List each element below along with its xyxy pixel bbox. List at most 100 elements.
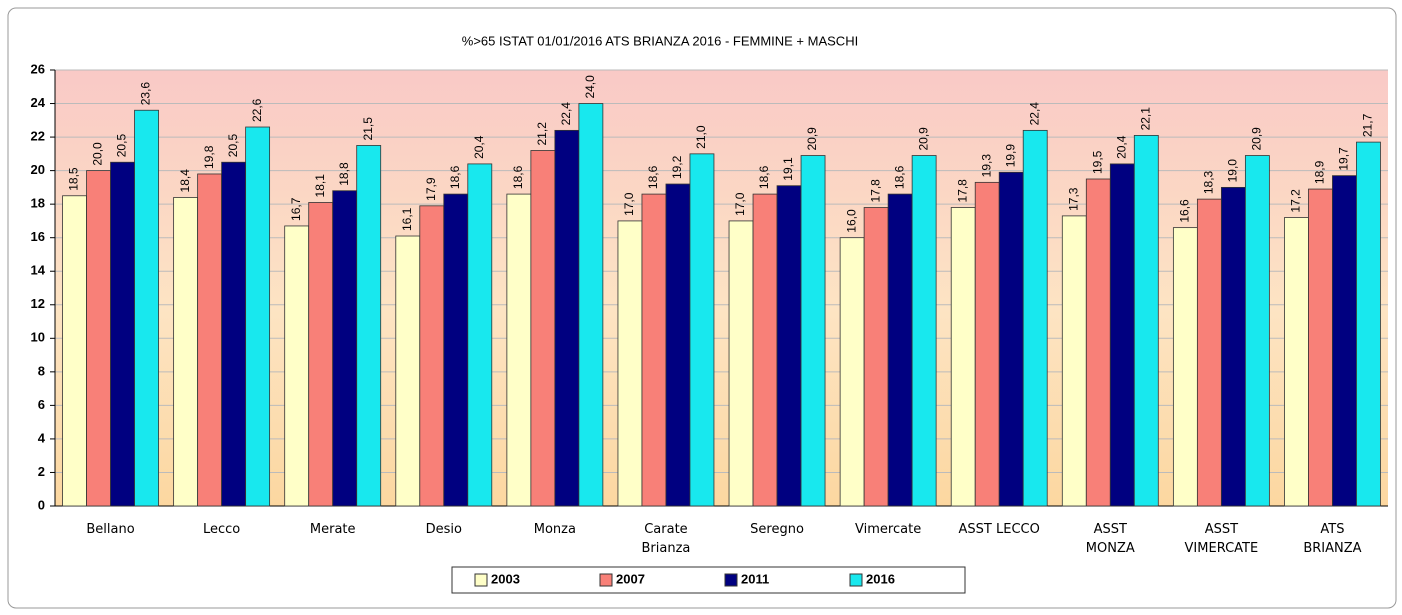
value-label: 18,6 <box>448 165 462 189</box>
value-label: 18,6 <box>646 165 660 189</box>
value-label: 22,4 <box>559 102 573 126</box>
value-label: 20,5 <box>115 134 129 158</box>
x-tick-label: Lecco <box>202 522 241 537</box>
bar <box>974 181 1000 507</box>
x-tick-label: Monza <box>533 522 576 537</box>
value-label: 18,3 <box>1202 170 1216 194</box>
value-label: 20,9 <box>916 127 930 151</box>
x-tick-label: ASST MONZA <box>1085 522 1135 556</box>
bar <box>62 195 87 507</box>
value-label: 22,4 <box>1027 102 1041 126</box>
bar <box>911 155 937 507</box>
bar <box>641 193 667 507</box>
legend-label: 2011 <box>741 571 769 586</box>
y-tick-label: 8 <box>38 363 45 378</box>
bar <box>1022 129 1048 507</box>
bar <box>1356 141 1381 507</box>
value-label: 17,8 <box>868 179 882 203</box>
y-tick-label: 20 <box>31 162 45 177</box>
value-label: 18,6 <box>757 165 771 189</box>
y-tick-label: 2 <box>38 464 45 479</box>
x-tick-label: Seregno <box>750 522 804 537</box>
y-tick-label: 4 <box>38 430 46 445</box>
value-label: 20,5 <box>226 134 240 158</box>
value-label: 18,8 <box>337 162 351 186</box>
value-label: 20,0 <box>91 142 105 166</box>
y-tick-label: 22 <box>31 129 45 144</box>
value-label: 22,1 <box>1138 107 1152 131</box>
value-label: 19,9 <box>1003 144 1017 168</box>
value-label: 22,6 <box>250 98 264 122</box>
bar <box>776 185 802 507</box>
value-label: 18,6 <box>892 165 906 189</box>
bar <box>1061 215 1087 507</box>
bar <box>134 109 159 507</box>
x-tick-label: ASST LECCO <box>958 522 1040 537</box>
bar <box>998 171 1024 507</box>
legend-swatch <box>474 573 488 587</box>
y-tick-label: 10 <box>31 330 45 345</box>
bar <box>1172 227 1198 507</box>
bar <box>554 129 580 507</box>
bar <box>752 193 778 507</box>
bar <box>530 150 556 507</box>
x-tick-label: ASST VIMERCATE <box>1184 522 1259 556</box>
value-label: 17,8 <box>955 179 969 203</box>
value-label: 16,0 <box>844 209 858 233</box>
legend-label: 2016 <box>866 571 895 586</box>
value-label: 18,5 <box>67 167 81 191</box>
value-label: 17,0 <box>733 192 747 216</box>
x-tick-label: Desio <box>425 522 462 537</box>
bar <box>245 126 271 507</box>
legend-swatch <box>599 573 613 587</box>
bar <box>1085 178 1111 507</box>
legend-swatch <box>849 573 863 587</box>
legend-box <box>451 566 966 594</box>
bar <box>86 170 111 507</box>
x-tick-label: Bellano <box>86 522 135 537</box>
bar <box>1244 155 1270 507</box>
bar <box>950 207 976 507</box>
bar <box>863 207 889 507</box>
value-label: 17,2 <box>1289 189 1303 213</box>
bar <box>1332 175 1357 507</box>
legend-swatch <box>724 573 738 587</box>
value-label: 20,9 <box>1250 127 1264 151</box>
value-label: 16,7 <box>289 197 303 221</box>
bar <box>197 173 223 507</box>
y-tick-label: 6 <box>38 397 45 412</box>
value-label: 19,7 <box>1337 147 1351 171</box>
bar <box>467 163 493 507</box>
value-label: 21,2 <box>535 122 549 146</box>
bar <box>728 220 754 507</box>
bar <box>1308 188 1333 507</box>
bar <box>284 225 310 507</box>
bar <box>395 235 421 507</box>
value-label: 19,3 <box>979 154 993 178</box>
value-label: 21,0 <box>694 125 708 149</box>
y-tick-label: 12 <box>31 296 45 311</box>
x-tick-label: Merate <box>309 522 356 537</box>
bar <box>617 220 643 507</box>
value-label: 18,9 <box>1313 160 1327 184</box>
bar <box>332 190 358 507</box>
value-label: 16,1 <box>400 207 414 231</box>
value-label: 19,1 <box>781 157 795 181</box>
bar <box>689 153 715 507</box>
value-label: 21,5 <box>361 117 375 141</box>
value-label: 23,6 <box>139 82 153 106</box>
bar <box>1196 198 1222 507</box>
y-tick-label: 26 <box>31 61 45 76</box>
value-label: 19,0 <box>1226 159 1240 183</box>
bar <box>1109 163 1135 507</box>
y-tick-label: 0 <box>38 497 45 512</box>
bar <box>1284 217 1309 507</box>
value-label: 24,0 <box>583 75 597 99</box>
value-label: 17,3 <box>1066 187 1080 211</box>
value-label: 20,4 <box>472 135 486 159</box>
bar <box>221 161 247 507</box>
value-label: 19,5 <box>1090 150 1104 174</box>
value-label: 17,0 <box>622 192 636 216</box>
bar <box>1133 134 1159 507</box>
